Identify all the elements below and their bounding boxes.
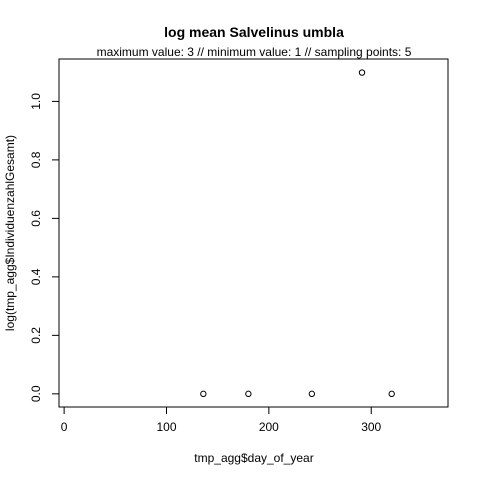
y-tick-label: 0.8 — [29, 151, 43, 168]
x-axis-label: tmp_agg$day_of_year — [194, 451, 313, 465]
y-tick-label: 0.6 — [29, 210, 43, 227]
chart-title: log mean Salvelinus umbla — [164, 24, 344, 40]
x-tick-label: 100 — [156, 420, 176, 434]
x-tick-label: 0 — [61, 420, 68, 434]
data-points — [200, 69, 395, 398]
chart-subtitle: maximum value: 3 // minimum value: 1 // … — [97, 45, 412, 59]
data-point — [200, 390, 207, 398]
data-point — [308, 390, 316, 398]
data-point — [358, 69, 366, 76]
data-point — [388, 390, 395, 398]
x-tick-label: 300 — [361, 420, 381, 434]
y-tick-label: 0.4 — [29, 268, 43, 285]
plot-frame — [58, 58, 449, 408]
y-axis: 0.0 0.2 0.4 0.6 0.8 1.0 — [29, 93, 60, 402]
y-tick-label: 0.0 — [29, 385, 43, 402]
y-tick-label: 1.0 — [29, 93, 43, 110]
data-point — [245, 390, 252, 398]
y-tick-label: 0.2 — [29, 327, 43, 344]
x-axis: 0 100 200 300 — [61, 406, 382, 434]
y-axis-label: log(tmp_agg$IndividuenzahlGesamt) — [3, 135, 17, 331]
x-tick-label: 200 — [259, 420, 279, 434]
